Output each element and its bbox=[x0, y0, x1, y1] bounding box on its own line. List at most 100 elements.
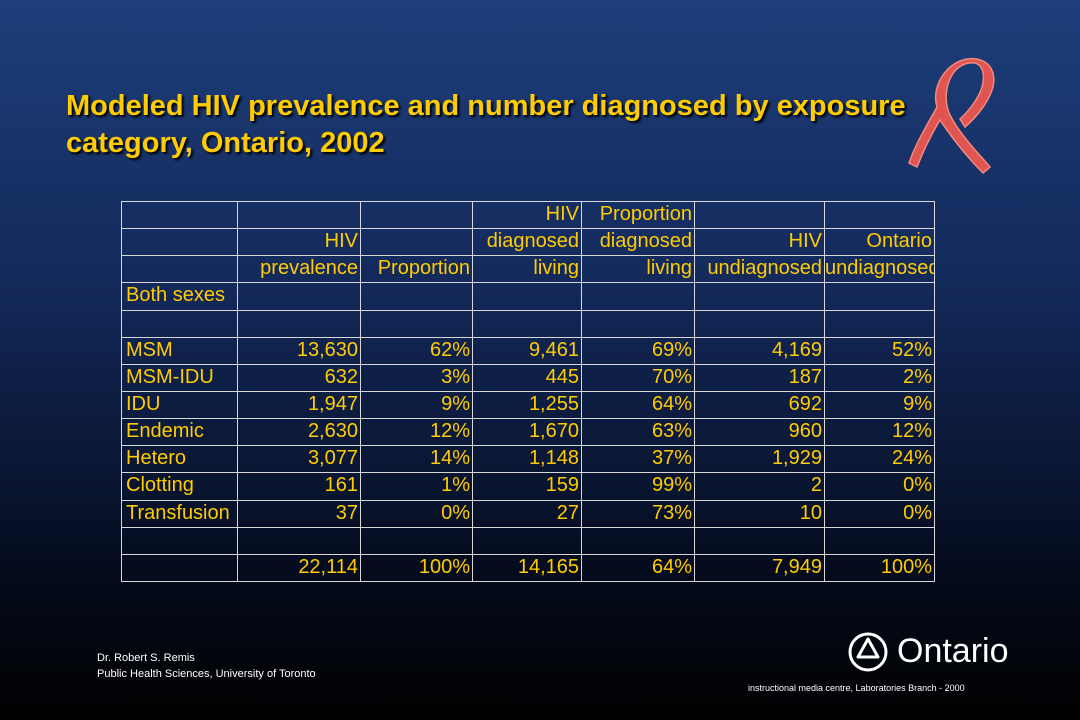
h-rule bbox=[121, 418, 935, 420]
row-label: Transfusion bbox=[126, 501, 230, 524]
ribbon-icon bbox=[908, 58, 995, 175]
v-rule bbox=[824, 201, 825, 581]
column-header: prevalence bbox=[260, 257, 358, 280]
column-header: Proportion bbox=[377, 257, 470, 280]
table-cell: 2% bbox=[903, 365, 932, 388]
column-header: living bbox=[533, 257, 579, 280]
total-cell: 7,949 bbox=[771, 555, 822, 578]
column-header: diagnosed bbox=[486, 230, 579, 253]
table-cell: 24% bbox=[891, 447, 932, 470]
v-rule bbox=[934, 201, 935, 581]
h-rule bbox=[121, 255, 935, 257]
table-cell: 1,670 bbox=[528, 420, 579, 443]
row-label: Endemic bbox=[126, 420, 204, 443]
total-cell: 100% bbox=[418, 555, 470, 578]
v-rule bbox=[472, 201, 473, 581]
table-cell: 10 bbox=[799, 501, 822, 524]
h-rule bbox=[121, 201, 935, 202]
total-cell: 14,165 bbox=[517, 555, 579, 578]
column-header: HIV bbox=[324, 230, 358, 253]
table-cell: 692 bbox=[788, 392, 822, 415]
affiliation: Public Health Sciences, University of To… bbox=[97, 668, 316, 680]
author: Dr. Robert S. Remis bbox=[97, 652, 195, 664]
table-cell: 0% bbox=[441, 501, 470, 524]
table-cell: 63% bbox=[651, 420, 692, 443]
table-cell: 632 bbox=[324, 365, 358, 388]
column-header: undiagnosed bbox=[707, 257, 822, 280]
table-cell: 0% bbox=[903, 474, 932, 497]
table-cell: 9,461 bbox=[528, 338, 579, 361]
table-cell: 1,255 bbox=[528, 392, 579, 415]
table-cell: 187 bbox=[788, 365, 822, 388]
h-rule bbox=[121, 336, 935, 338]
row-label: Clotting bbox=[126, 474, 194, 497]
column-header: HIV bbox=[545, 203, 579, 225]
ontario-trillium bbox=[848, 632, 888, 672]
credit: instructional media centre, Laboratories… bbox=[748, 683, 965, 693]
table-cell: 27 bbox=[556, 501, 579, 524]
row-label: IDU bbox=[126, 392, 161, 415]
table-cell: 3,077 bbox=[307, 447, 358, 470]
h-rule bbox=[121, 445, 935, 447]
h-rule bbox=[121, 499, 935, 501]
column-header: HIV bbox=[788, 230, 822, 253]
table-cell: 2,630 bbox=[307, 420, 358, 443]
table-cell: 99% bbox=[651, 474, 692, 497]
h-rule bbox=[121, 282, 935, 284]
table-cell: 14% bbox=[429, 447, 470, 470]
table-cell: 1,947 bbox=[307, 392, 358, 415]
column-header: undiagnosed bbox=[825, 257, 934, 280]
table-cell: 4,169 bbox=[771, 338, 822, 361]
table-cell: 62% bbox=[429, 338, 470, 361]
total-cell: 64% bbox=[651, 555, 692, 578]
h-rule bbox=[121, 390, 935, 392]
table-cell: 70% bbox=[651, 365, 692, 388]
h-rule bbox=[121, 526, 935, 528]
h-rule bbox=[121, 472, 935, 474]
table-cell: 12% bbox=[891, 420, 932, 443]
table-cell: 2 bbox=[810, 474, 822, 497]
table-cell: 9% bbox=[441, 392, 470, 415]
table-cell: 1,148 bbox=[528, 447, 579, 470]
column-header: Ontario bbox=[866, 230, 932, 253]
column-header: diagnosed bbox=[599, 230, 692, 253]
table-cell: 13,630 bbox=[296, 338, 358, 361]
table-cell: 445 bbox=[545, 365, 579, 388]
group-label: Both sexes bbox=[126, 284, 225, 307]
h-rule bbox=[121, 553, 935, 555]
table-cell: 960 bbox=[788, 420, 822, 443]
total-cell: 22,114 bbox=[298, 555, 358, 578]
table-cell: 12% bbox=[429, 420, 470, 443]
h-rule bbox=[121, 228, 935, 230]
table-cell: 1% bbox=[441, 474, 470, 497]
table-cell: 1,929 bbox=[771, 447, 822, 470]
h-rule bbox=[121, 580, 935, 582]
table-cell: 64% bbox=[651, 392, 692, 415]
v-rule bbox=[121, 201, 122, 581]
v-rule bbox=[581, 201, 582, 581]
column-header: Proportion bbox=[599, 203, 692, 225]
h-rule bbox=[121, 363, 935, 365]
table-cell: 73% bbox=[651, 501, 692, 524]
table-cell: 69% bbox=[651, 338, 692, 361]
total-cell: 100% bbox=[880, 555, 932, 578]
v-rule bbox=[360, 201, 361, 581]
v-rule bbox=[237, 201, 238, 581]
row-label: MSM-IDU bbox=[126, 365, 214, 388]
h-rule bbox=[121, 309, 935, 311]
table-cell: 0% bbox=[903, 501, 932, 524]
table-cell: 9% bbox=[903, 392, 932, 415]
row-label: Hetero bbox=[126, 447, 187, 470]
v-rule bbox=[694, 201, 695, 581]
table-cell: 52% bbox=[891, 338, 932, 361]
slide-title: Modeled HIV prevalence and number diagno… bbox=[66, 90, 906, 159]
table-cell: 37 bbox=[335, 501, 358, 524]
table-cell: 3% bbox=[441, 365, 470, 388]
table-cell: 161 bbox=[324, 474, 358, 497]
table-cell: 37% bbox=[651, 447, 692, 470]
table-cell: 159 bbox=[545, 474, 579, 497]
row-label: MSM bbox=[126, 338, 173, 361]
column-header: living bbox=[646, 257, 692, 280]
